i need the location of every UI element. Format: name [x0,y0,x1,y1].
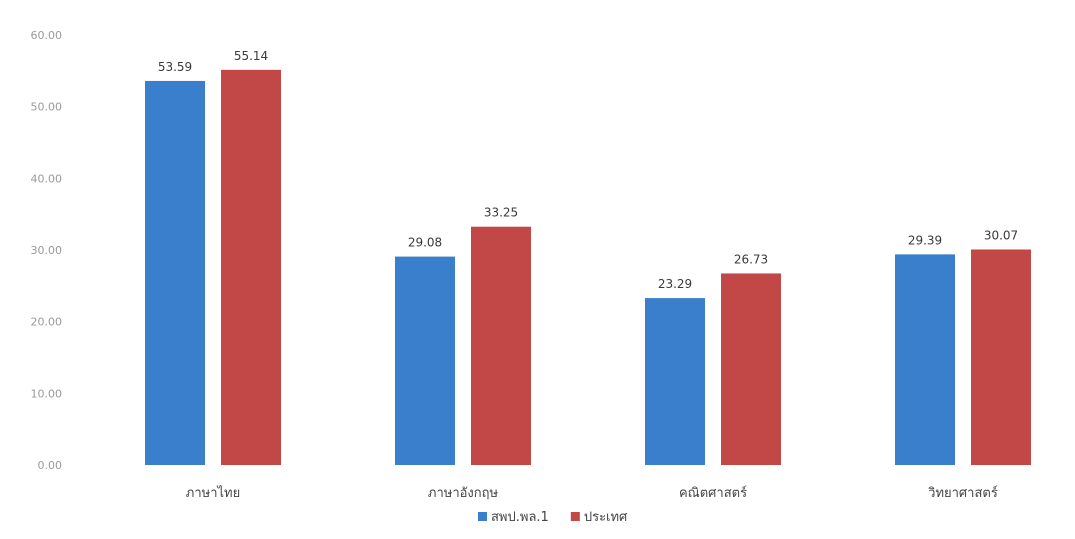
y-tick-label: 30.00 [31,244,63,257]
x-axis: ภาษาไทย ภาษาอังกฤษ คณิตศาสตร์ วิทยาศาสตร์ [186,485,998,501]
data-label: 30.07 [984,228,1018,242]
legend: สพป.พล.1 ประเทศ [478,510,628,525]
x-category-label: ภาษาไทย [186,485,240,501]
bars [145,69,1031,466]
bar-local-1 [395,256,455,465]
bar-national-1 [471,226,531,465]
data-label: 53.59 [158,60,192,74]
bar-national-0 [221,69,281,465]
legend-swatch [570,512,580,521]
data-label: 33.25 [484,206,518,220]
bar-national-3 [971,249,1031,465]
y-tick-label: 40.00 [31,172,63,185]
y-tick-label: 10.00 [31,387,63,400]
data-labels: 53.59 55.14 29.08 33.25 23.29 26.73 29.39 30.07 [158,49,1018,291]
legend-label: ประเทศ [584,510,628,525]
data-label: 55.14 [234,49,268,63]
data-label: 29.08 [408,236,442,250]
y-tick-label: 0.00 [38,459,63,472]
bar-local-2 [645,298,705,465]
legend-swatch [478,512,487,521]
bar-national-2 [721,273,781,465]
y-axis: 0.00 10.00 20.00 30.00 40.00 50.00 60.00 [31,29,63,472]
legend-label: สพป.พล.1 [491,510,549,525]
data-label: 29.39 [908,233,942,247]
y-tick-label: 60.00 [31,29,63,42]
data-label: 23.29 [658,277,692,291]
bar-local-0 [145,80,205,466]
y-tick-label: 20.00 [31,316,63,329]
x-category-label: ภาษาอังกฤษ [428,486,499,501]
y-tick-label: 50.00 [31,101,63,114]
x-category-label: วิทยาศาสตร์ [927,485,997,501]
x-category-label: คณิตศาสตร์ [679,485,747,501]
data-label: 26.73 [734,252,768,266]
bar-local-3 [895,254,955,465]
